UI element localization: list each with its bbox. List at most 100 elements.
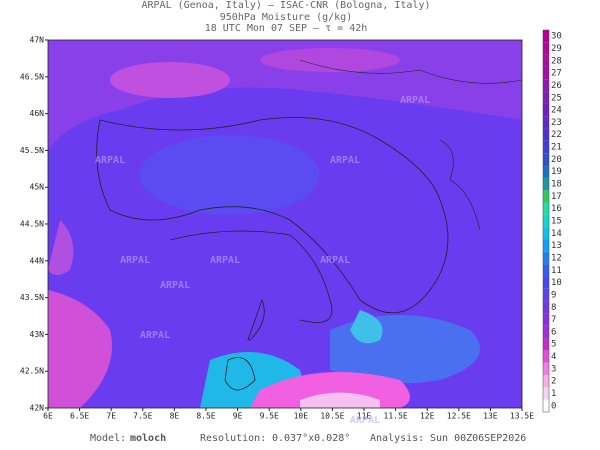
colorbar-label: 4 <box>551 352 556 362</box>
lon-label: 6.5E <box>70 412 89 421</box>
colorbar-cell <box>543 79 549 92</box>
footer-label: Model: <box>90 433 126 444</box>
colorbar-cell <box>543 227 549 240</box>
colorbar-label: 2 <box>551 377 556 387</box>
header-line: 950hPa Moisture (g/kg) <box>220 12 352 23</box>
colorbar-label: 29 <box>551 44 562 54</box>
lat-label: 46N <box>30 109 45 118</box>
colorbar-cell <box>543 313 549 326</box>
header-line: 18 UTC Mon 07 SEP – τ = 42h <box>205 23 368 34</box>
colorbar-label: 23 <box>551 118 562 128</box>
colorbar-label: 9 <box>551 290 556 300</box>
colorbar-cell <box>543 375 549 388</box>
colorbar-label: 8 <box>551 303 556 313</box>
lat-label: 43N <box>30 330 45 339</box>
colorbar-label: 11 <box>551 266 562 276</box>
lon-label: 11E <box>357 412 372 421</box>
lon-label: 9E <box>233 412 243 421</box>
colorbar-label: 0 <box>551 401 556 411</box>
colorbar-label: 14 <box>551 229 562 239</box>
colorbar-label: 20 <box>551 155 562 165</box>
colorbar-label: 5 <box>551 340 556 350</box>
lat-label: 46.5N <box>20 72 44 81</box>
colorbar-label: 28 <box>551 56 562 66</box>
footer-value: 0.037°x0.028° <box>272 433 350 444</box>
colorbar-cell <box>543 91 549 104</box>
colorbar-cell <box>543 202 549 215</box>
lon-label: 11.5E <box>384 412 408 421</box>
lon-label: 9.5E <box>260 412 279 421</box>
lat-label: 45N <box>30 183 45 192</box>
lat-label: 43.5N <box>20 293 44 302</box>
lon-label: 8.5E <box>196 412 215 421</box>
watermark: ARPAL <box>120 255 150 266</box>
colorbar-label: 17 <box>551 192 562 202</box>
lon-label: 7E <box>106 412 116 421</box>
colorbar-label: 21 <box>551 143 562 153</box>
footer-label: Analysis: <box>370 433 424 444</box>
colorbar-cell <box>543 54 549 67</box>
lon-label: 13E <box>483 412 498 421</box>
lon-label: 7.5E <box>133 412 152 421</box>
lon-label: 10E <box>294 412 309 421</box>
colorbar-cell <box>543 153 549 166</box>
lon-label: 10.5E <box>320 412 344 421</box>
lon-label: 12E <box>420 412 435 421</box>
lon-label: 12.5E <box>447 412 471 421</box>
watermark: ARPAL <box>400 95 430 106</box>
colorbar-cell <box>543 338 549 351</box>
colorbar-label: 19 <box>551 167 562 177</box>
watermark: ARPAL <box>330 155 360 166</box>
colorbar-cell <box>543 103 549 117</box>
colorbar-cell <box>543 288 549 302</box>
colorbar-cell <box>543 276 549 289</box>
lon-label: 6E <box>43 412 53 421</box>
colorbar-cell <box>543 190 549 203</box>
colorbar-label: 24 <box>551 106 562 116</box>
colorbar-label: 22 <box>551 130 562 140</box>
lon-label: 8E <box>170 412 180 421</box>
colorbar-cell <box>543 116 549 129</box>
footer-value: moloch <box>130 433 166 444</box>
footer-label: Resolution: <box>200 433 266 444</box>
watermark: ARPAL <box>160 280 190 291</box>
colorbar-cell <box>543 165 549 178</box>
lat-label: 45.5N <box>20 146 44 155</box>
footer-value: Sun 00Z06SEP2026 <box>430 433 526 444</box>
colorbar-label: 10 <box>551 278 562 288</box>
colorbar-cell <box>543 128 549 141</box>
watermark: ARPAL <box>210 255 240 266</box>
colorbar-label: 16 <box>551 204 562 214</box>
colorbar-cell <box>543 30 549 43</box>
colorbar-cell <box>543 387 549 400</box>
watermark: ARPAL <box>140 330 170 341</box>
lat-label: 42.5N <box>20 367 44 376</box>
colorbar-cell <box>543 362 549 376</box>
watermark: ARPAL <box>320 255 350 266</box>
colorbar-label: 6 <box>551 327 556 337</box>
watermark: ARPAL <box>350 415 380 426</box>
colorbar-cell <box>543 350 549 363</box>
lat-label: 44.5N <box>20 220 44 229</box>
colorbar-label: 18 <box>551 180 562 190</box>
colorbar-label: 26 <box>551 81 562 91</box>
lat-label: 42N <box>30 404 45 413</box>
colorbar-label: 30 <box>551 32 562 42</box>
map-field <box>48 40 522 408</box>
colorbar-label: 27 <box>551 69 562 79</box>
colorbar-label: 7 <box>551 315 556 325</box>
lat-label: 44N <box>30 256 45 265</box>
colorbar-label: 25 <box>551 93 562 103</box>
header-line: ARPAL (Genoa, Italy) – ISAC-CNR (Bologna… <box>142 0 431 11</box>
colorbar-cell <box>543 264 549 277</box>
colorbar-cell <box>543 239 549 252</box>
watermark: ARPAL <box>95 155 125 166</box>
colorbar-cell <box>543 42 549 55</box>
colorbar-cell <box>543 214 549 228</box>
colorbar-label: 3 <box>551 364 556 374</box>
colorbar-cell <box>543 140 549 154</box>
colorbar-label: 1 <box>551 389 556 399</box>
colorbar-label: 12 <box>551 253 562 263</box>
colorbar-cell <box>543 251 549 265</box>
